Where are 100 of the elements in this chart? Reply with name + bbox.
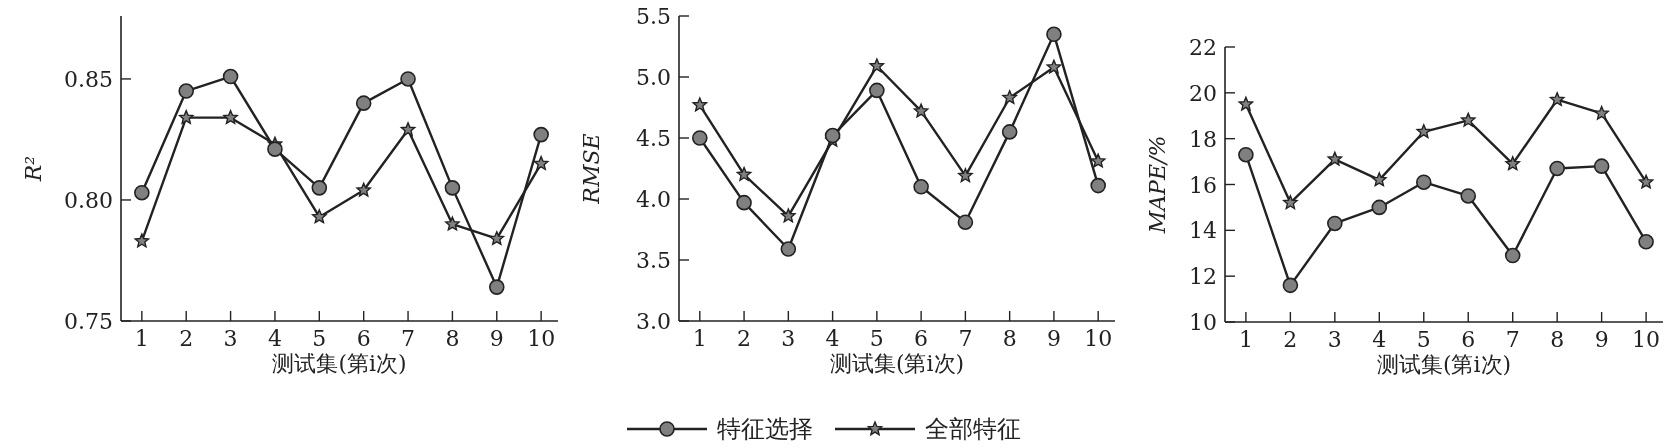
point xyxy=(533,126,549,143)
x-tick-label: 10 xyxy=(1084,326,1113,351)
point xyxy=(267,141,283,157)
x-tick-label: 9 xyxy=(1594,327,1609,352)
point xyxy=(958,168,973,183)
point xyxy=(400,122,416,137)
x-tick-label: 1 xyxy=(692,326,707,351)
x-tick-label: 7 xyxy=(401,326,416,351)
point xyxy=(134,233,150,248)
point xyxy=(1549,160,1565,177)
y-tick-label: 10 xyxy=(1189,310,1217,335)
y-tick-label: 0.85 xyxy=(64,66,113,92)
x-tick-label: 6 xyxy=(356,326,371,351)
point xyxy=(1001,124,1018,140)
point xyxy=(1371,199,1388,216)
point xyxy=(445,216,460,231)
y-tick-label: 22 xyxy=(1189,35,1217,60)
y-tick-label: 5.5 xyxy=(636,4,671,29)
point xyxy=(1046,59,1062,74)
point xyxy=(869,58,885,73)
point xyxy=(1549,92,1565,107)
point xyxy=(1638,233,1654,250)
y-tick-label: 0.80 xyxy=(64,187,113,213)
point xyxy=(1327,151,1343,166)
x-tick-label: 6 xyxy=(914,326,929,351)
point xyxy=(1327,215,1343,232)
y-tick-label: 0.75 xyxy=(64,309,113,334)
point xyxy=(824,127,841,144)
x-axis-title: 测试集(第i次) xyxy=(1376,352,1512,377)
y-tick-label: 3.0 xyxy=(636,309,671,334)
x-tick-label: 4 xyxy=(267,326,282,351)
point xyxy=(1046,26,1062,43)
y-tick-label: 14 xyxy=(1189,218,1217,244)
point xyxy=(1594,105,1609,120)
point xyxy=(1090,177,1106,194)
point xyxy=(355,95,372,111)
x-tick-label: 6 xyxy=(1461,327,1476,352)
point xyxy=(1504,247,1521,264)
point xyxy=(913,103,929,118)
point xyxy=(957,214,974,230)
x-tick-label: 5 xyxy=(312,326,327,351)
point xyxy=(780,241,797,257)
y-axis-title: MAPE/% xyxy=(1145,135,1170,235)
point xyxy=(692,130,708,146)
point xyxy=(1593,158,1610,174)
x-tick-label: 2 xyxy=(1283,327,1298,352)
y-tick-label: 16 xyxy=(1189,172,1217,198)
x-tick-label: 7 xyxy=(958,326,973,351)
point xyxy=(1090,153,1106,168)
point xyxy=(488,279,505,295)
point xyxy=(1238,96,1254,111)
y-tick-label: 4.5 xyxy=(636,126,671,151)
point xyxy=(489,231,505,246)
point xyxy=(1415,174,1432,191)
point xyxy=(736,194,752,211)
point xyxy=(692,97,708,112)
point xyxy=(222,68,239,85)
point xyxy=(178,109,194,125)
point xyxy=(311,209,327,224)
x-tick-label: 3 xyxy=(1327,327,1342,352)
x-tick-label: 8 xyxy=(1550,327,1565,352)
legend-label: 全部特征 xyxy=(925,415,1021,443)
x-tick-label: 9 xyxy=(1046,326,1061,351)
x-tick-label: 10 xyxy=(527,326,556,351)
x-tick-label: 2 xyxy=(179,326,194,351)
x-tick-label: 5 xyxy=(1416,327,1431,352)
point xyxy=(400,71,416,87)
point xyxy=(356,182,372,197)
y-tick-label: 12 xyxy=(1189,264,1217,290)
y-tick-label: 3.5 xyxy=(636,248,671,273)
x-axis-title: 测试集(第i次) xyxy=(272,351,407,376)
point xyxy=(1638,174,1654,189)
point xyxy=(134,184,150,201)
y-tick-label: 4.0 xyxy=(636,187,671,212)
point xyxy=(780,208,796,223)
x-axis-title: 测试集(第i次) xyxy=(829,351,965,376)
point xyxy=(1283,195,1298,210)
point xyxy=(1238,146,1254,163)
legend-label: 特征选择 xyxy=(717,415,813,443)
x-tick-label: 3 xyxy=(781,326,796,351)
x-tick-label: 10 xyxy=(1632,327,1661,352)
point xyxy=(223,109,238,125)
y-axis-title: RMSE xyxy=(579,133,604,205)
point xyxy=(1416,124,1432,139)
point xyxy=(1371,172,1387,187)
x-tick-label: 8 xyxy=(1002,326,1017,351)
x-tick-label: 3 xyxy=(223,326,238,351)
x-tick-label: 2 xyxy=(737,326,752,351)
x-tick-label: 8 xyxy=(445,326,460,351)
point xyxy=(1460,112,1476,127)
point xyxy=(736,166,752,181)
point xyxy=(1002,90,1018,105)
y-tick-label: 5.0 xyxy=(636,65,671,90)
x-tick-label: 7 xyxy=(1505,327,1520,352)
y-tick-label: 20 xyxy=(1189,80,1217,106)
x-tick-label: 1 xyxy=(1238,327,1253,352)
point xyxy=(533,155,549,171)
x-tick-label: 4 xyxy=(1372,327,1387,352)
point xyxy=(913,179,929,195)
y-axis-title: R² xyxy=(21,155,46,183)
